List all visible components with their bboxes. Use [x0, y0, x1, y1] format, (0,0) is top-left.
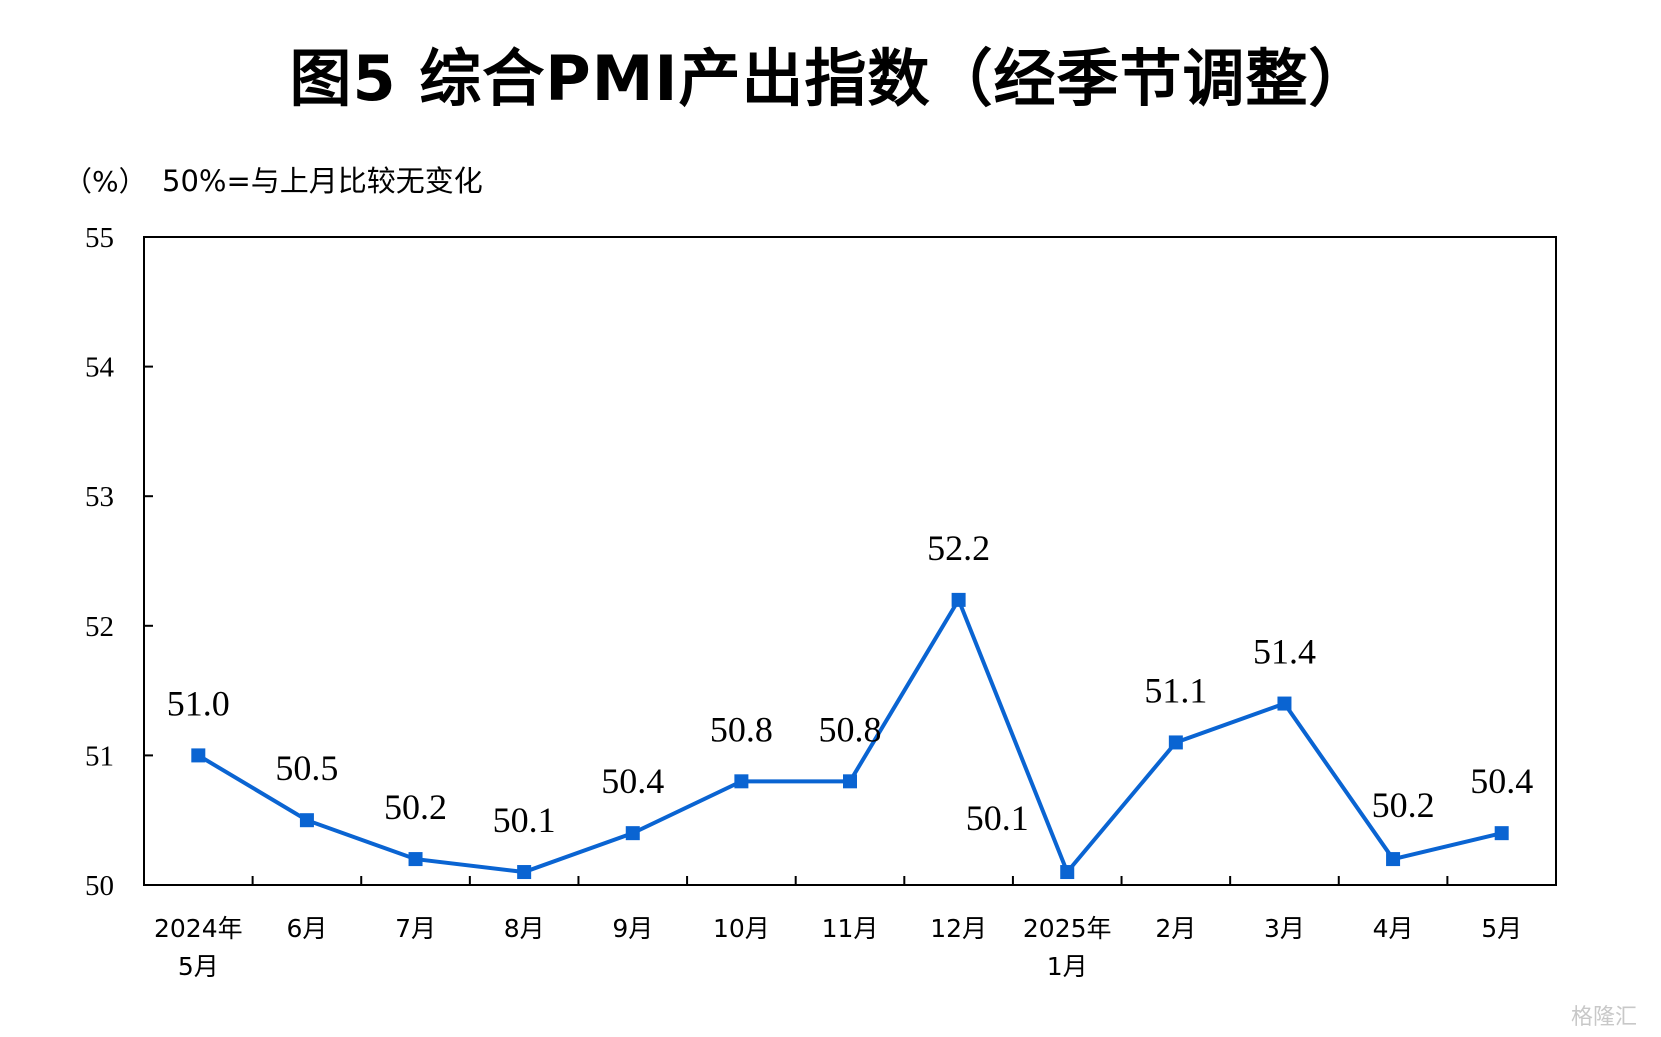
data-label-1: 50.5: [275, 748, 338, 788]
unit-label: （%）: [64, 165, 147, 198]
x-tick-label-8: 2025年 1月: [1023, 914, 1112, 981]
data-label-8: 50.1: [966, 798, 1029, 838]
x-tick-label-9: 2月: [1155, 914, 1196, 943]
data-point-11: [1386, 852, 1401, 867]
data-label-9: 51.1: [1144, 670, 1207, 710]
data-point-1: [299, 813, 314, 828]
data-point-9: [1168, 735, 1183, 750]
watermark: 格隆汇: [1570, 1005, 1637, 1030]
data-point-10: [1277, 696, 1292, 711]
data-point-0: [191, 748, 206, 763]
y-tick-label-51: 51: [85, 740, 114, 772]
data-label-5: 50.8: [710, 709, 773, 749]
data-point-2: [408, 852, 423, 867]
baseline-note: 50%=与上月比较无变化: [162, 164, 483, 198]
y-tick-label-54: 54: [85, 352, 115, 384]
data-label-12: 50.4: [1470, 761, 1533, 801]
x-tick-label-4: 9月: [612, 914, 653, 943]
data-point-8: [1060, 865, 1075, 880]
x-tick-label-5: 10月: [713, 914, 770, 943]
x-tick-label-1: 6月: [286, 914, 327, 943]
data-label-6: 50.8: [819, 709, 882, 749]
data-label-3: 50.1: [493, 800, 556, 840]
y-tick-label-52: 52: [85, 611, 114, 643]
data-label-11: 50.2: [1372, 785, 1435, 825]
data-point-7: [951, 592, 966, 607]
data-point-3: [517, 865, 532, 880]
data-point-12: [1494, 826, 1509, 841]
plot-frame: [143, 236, 1557, 886]
data-label-4: 50.4: [601, 761, 664, 801]
data-label-10: 51.4: [1253, 632, 1316, 672]
chart-title: 图5 综合PMI产出指数（经季节调整）: [289, 42, 1372, 115]
x-tick-label-2: 7月: [395, 914, 436, 943]
x-tick-label-11: 4月: [1373, 914, 1414, 943]
x-tick-label-3: 8月: [504, 914, 545, 943]
x-tick-label-7: 12月: [930, 914, 987, 943]
data-label-2: 50.2: [384, 787, 447, 827]
data-label-0: 51.0: [167, 683, 230, 723]
data-point-4: [625, 826, 640, 841]
y-tick-label-50: 50: [85, 870, 114, 902]
x-tick-label-12: 5月: [1481, 914, 1522, 943]
x-tick-label-10: 3月: [1264, 914, 1305, 943]
y-tick-label-55: 55: [85, 222, 114, 254]
data-point-5: [734, 774, 749, 789]
data-point-6: [843, 774, 857, 789]
data-label-7: 52.2: [927, 528, 990, 568]
x-tick-label-0: 2024年 5月: [154, 914, 243, 981]
y-tick-label-53: 53: [85, 481, 114, 513]
x-tick-label-6: 11月: [822, 914, 879, 943]
